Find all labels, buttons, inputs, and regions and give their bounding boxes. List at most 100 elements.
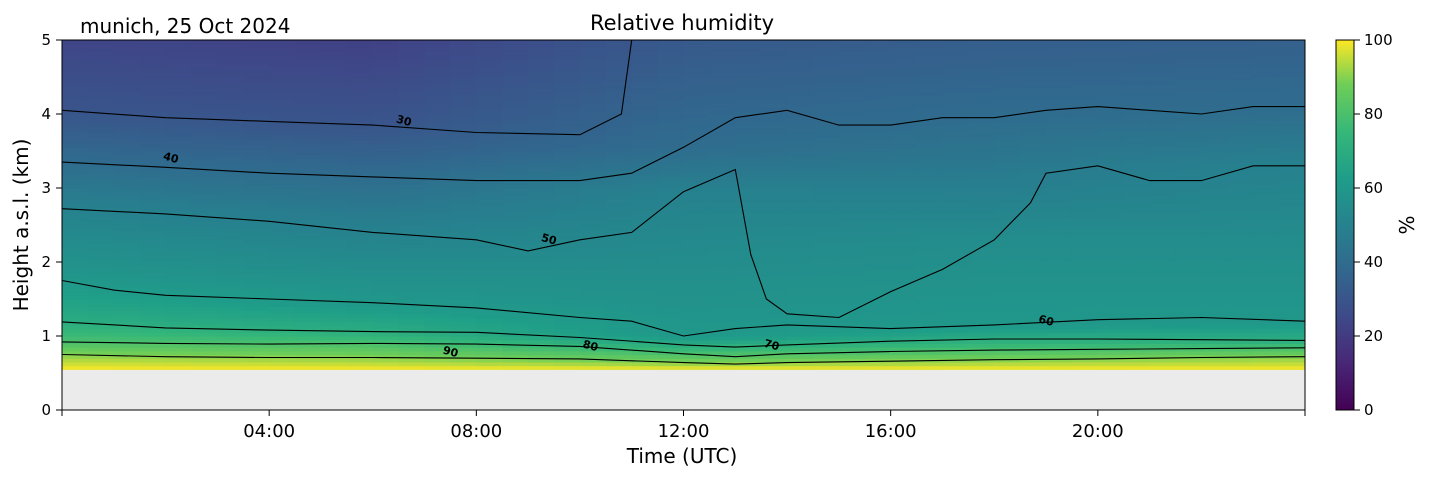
heatmap-cell xyxy=(1097,95,1125,100)
heatmap-cell xyxy=(761,199,788,204)
heatmap-cell xyxy=(139,91,167,97)
heatmap-cell xyxy=(295,151,322,156)
heatmap-cell xyxy=(476,310,503,315)
heatmap-cell xyxy=(450,202,477,208)
heatmap-cell xyxy=(1020,339,1047,344)
heatmap-cell xyxy=(62,195,89,200)
heatmap-cell xyxy=(1279,276,1305,282)
heatmap-cell xyxy=(890,347,918,352)
heatmap-cell xyxy=(424,232,452,237)
heatmap-cell xyxy=(139,269,167,274)
heatmap-cell xyxy=(139,80,167,85)
heatmap-cell xyxy=(1071,95,1099,100)
heatmap-cell xyxy=(579,306,607,311)
heatmap-cell xyxy=(87,65,115,71)
heatmap-cell xyxy=(346,324,374,330)
heatmap-cell xyxy=(683,132,710,137)
heatmap-cell xyxy=(320,188,348,193)
heatmap-cell xyxy=(994,69,1021,74)
heatmap-cell xyxy=(1227,265,1254,270)
heatmap-cell xyxy=(890,191,918,196)
heatmap-cell xyxy=(217,180,244,185)
heatmap-cell xyxy=(217,77,244,82)
heatmap-cell xyxy=(87,143,115,148)
heatmap-cell xyxy=(890,206,918,211)
heatmap-cell xyxy=(605,306,633,311)
heatmap-cell xyxy=(62,365,89,370)
heatmap-cell xyxy=(1227,91,1254,97)
heatmap-cell xyxy=(295,243,322,248)
heatmap-cell xyxy=(1097,47,1125,52)
heatmap-cell xyxy=(683,269,710,274)
heatmap-cell xyxy=(1227,321,1254,326)
heatmap-cell xyxy=(1097,350,1125,356)
heatmap-cell xyxy=(243,287,270,293)
heatmap-cell xyxy=(528,40,555,45)
heatmap-cell xyxy=(424,121,452,126)
heatmap-cell xyxy=(735,139,762,145)
heatmap-cell xyxy=(761,236,788,241)
heatmap-cell xyxy=(579,269,607,274)
heatmap-cell xyxy=(139,132,167,137)
heatmap-cell xyxy=(113,265,141,270)
heatmap-cell xyxy=(1097,99,1125,104)
heatmap-cell xyxy=(942,302,969,307)
heatmap-cell xyxy=(735,291,762,296)
heatmap-cell xyxy=(398,247,426,252)
heatmap-cell xyxy=(113,332,141,337)
heatmap-cell xyxy=(476,106,503,111)
heatmap-cell xyxy=(838,306,866,311)
heatmap-cell xyxy=(683,180,710,185)
heatmap-cell xyxy=(735,162,762,167)
heatmap-cell xyxy=(890,324,918,330)
heatmap-cell xyxy=(528,102,555,108)
heatmap-cell xyxy=(424,99,452,104)
heatmap-cell xyxy=(1046,265,1073,270)
heatmap-cell xyxy=(295,221,322,226)
heatmap-cell xyxy=(295,125,322,130)
heatmap-cell xyxy=(1201,336,1228,341)
heatmap-cell xyxy=(605,73,633,78)
heatmap-cell xyxy=(864,247,892,252)
heatmap-cell xyxy=(864,125,892,130)
heatmap-cell xyxy=(424,336,452,341)
heatmap-cell xyxy=(1123,169,1151,174)
heatmap-cell xyxy=(217,102,244,108)
heatmap-cell xyxy=(450,265,477,270)
heatmap-cell xyxy=(243,117,270,122)
heatmap-cell xyxy=(346,336,374,341)
heatmap-cell xyxy=(398,184,426,189)
heatmap-cell xyxy=(968,287,995,293)
heatmap-cell xyxy=(398,58,426,63)
heatmap-cell xyxy=(165,332,193,337)
heatmap-cell xyxy=(812,173,840,178)
heatmap-cell xyxy=(424,254,452,259)
heatmap-cell xyxy=(269,321,296,326)
heatmap-cell xyxy=(372,84,400,89)
heatmap-cell xyxy=(113,180,141,185)
heatmap-cell xyxy=(502,310,529,315)
heatmap-cell xyxy=(787,365,814,370)
heatmap-cell xyxy=(631,54,659,60)
heatmap-cell xyxy=(812,343,840,348)
heatmap-cell xyxy=(1046,332,1073,337)
heatmap-cell xyxy=(424,269,452,274)
heatmap-cell xyxy=(1201,258,1228,263)
heatmap-cell xyxy=(994,236,1021,241)
heatmap-cell xyxy=(916,62,944,67)
heatmap-cell xyxy=(1046,210,1073,215)
heatmap-cell xyxy=(864,77,892,82)
heatmap-cell xyxy=(398,199,426,204)
heatmap-cell xyxy=(217,228,244,233)
heatmap-cell xyxy=(476,239,503,245)
heatmap-cell xyxy=(139,151,167,156)
heatmap-cell xyxy=(787,188,814,193)
heatmap-cell xyxy=(243,191,270,196)
heatmap-cell xyxy=(217,210,244,215)
heatmap-cell xyxy=(269,106,296,111)
heatmap-cell xyxy=(1175,125,1203,130)
heatmap-cell xyxy=(683,250,710,256)
heatmap-cell xyxy=(761,121,788,126)
heatmap-cell xyxy=(1046,121,1073,126)
heatmap-cell xyxy=(398,243,426,248)
